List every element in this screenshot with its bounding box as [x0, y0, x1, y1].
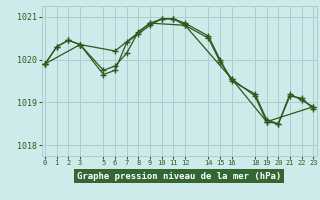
X-axis label: Graphe pression niveau de la mer (hPa): Graphe pression niveau de la mer (hPa)	[77, 172, 281, 181]
